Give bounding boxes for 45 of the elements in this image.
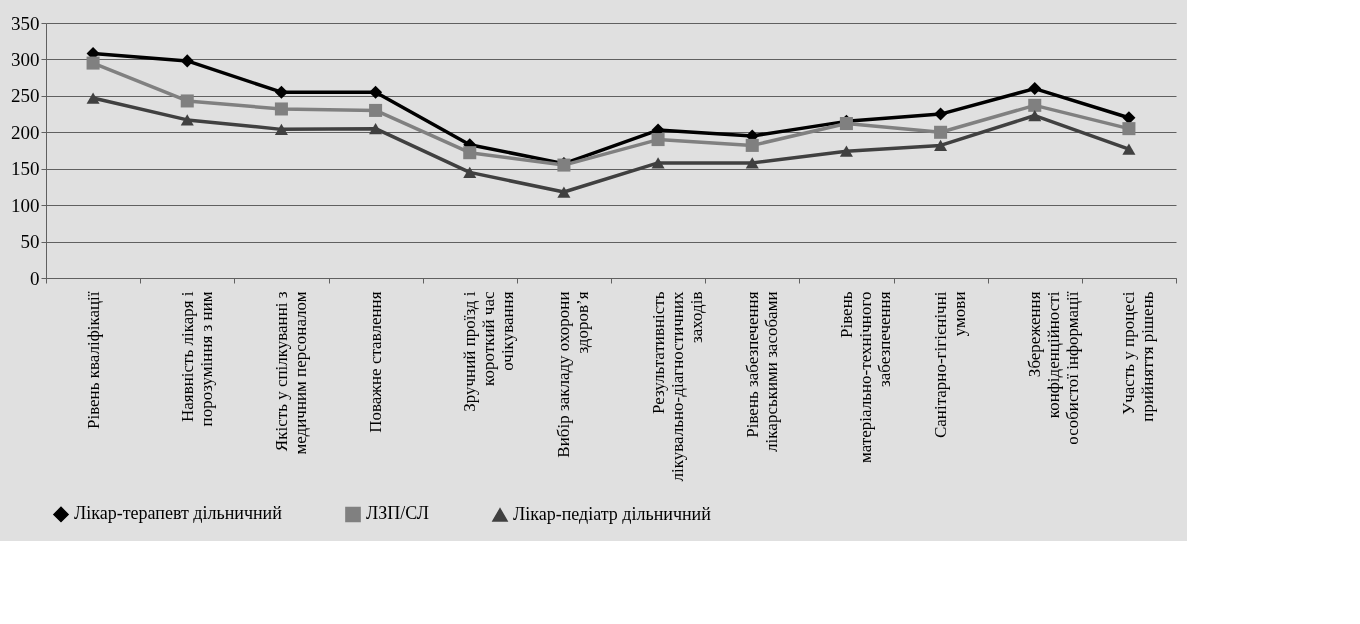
point — [839, 145, 853, 157]
legend-label: Лікар-терапевт дільничний — [74, 503, 283, 524]
point — [934, 107, 948, 121]
point — [1028, 98, 1042, 112]
y-tick-label: 200 — [11, 121, 40, 143]
point — [180, 54, 194, 68]
point — [180, 94, 194, 108]
x-tick-label: Зручний проїзд і короткий час очікування — [460, 291, 518, 412]
y-tick-label: 100 — [11, 194, 40, 216]
point — [369, 85, 383, 99]
point — [86, 56, 100, 70]
point — [274, 102, 288, 116]
point — [651, 157, 665, 169]
point — [1028, 109, 1042, 122]
x-tick-label: Наявність лікаря і порозуміння з ним — [177, 291, 216, 427]
point — [463, 166, 477, 178]
point — [745, 157, 759, 169]
legend-label: Лікар-педіатр дільничний — [513, 503, 712, 524]
y-tick-label: 350 — [11, 12, 40, 34]
point — [86, 92, 100, 104]
y-tick-label: 300 — [11, 48, 40, 70]
point — [1028, 82, 1042, 96]
point — [934, 125, 948, 139]
point — [934, 139, 948, 152]
point — [180, 114, 194, 126]
point — [274, 123, 288, 136]
point — [651, 133, 665, 147]
x-tick-label: Санітарно-гігієнічні умови — [931, 291, 970, 439]
y-tick-label: 0 — [30, 267, 40, 289]
point — [369, 123, 383, 135]
point — [463, 146, 477, 160]
point — [274, 85, 288, 99]
point — [1122, 122, 1136, 136]
point — [1122, 111, 1136, 125]
y-tick-label: 150 — [11, 158, 40, 180]
x-tick-label: Рівень кваліфікації — [83, 291, 103, 430]
legend-label: ЛЗП/СЛ — [366, 503, 429, 524]
x-tick-label: Результативність лікувально-діагностичних заходів — [648, 291, 706, 482]
x-tick-label: Поважне ставлення — [366, 291, 386, 433]
point — [369, 103, 383, 117]
point — [1122, 143, 1136, 155]
point — [745, 138, 759, 152]
point — [557, 186, 571, 198]
y-tick-label: 50 — [20, 231, 40, 253]
y-tick-label: 250 — [11, 85, 40, 107]
